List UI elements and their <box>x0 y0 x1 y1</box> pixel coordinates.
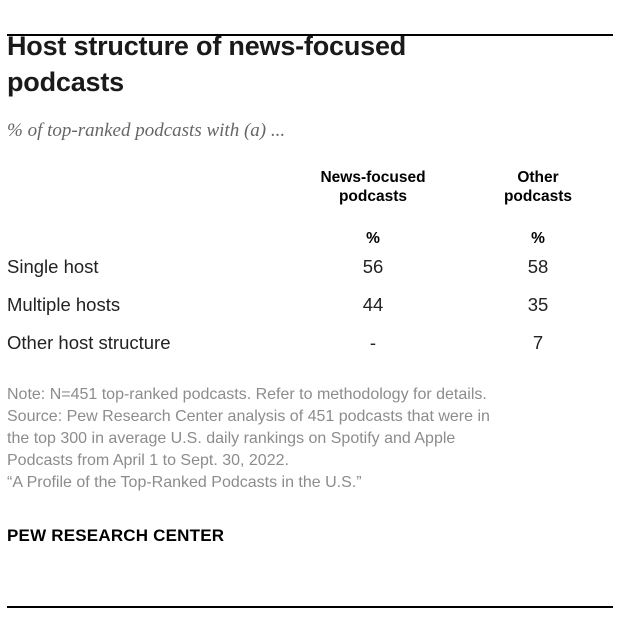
table-row: Multiple hosts 44 35 <box>7 286 613 324</box>
cell-value: 7 <box>532 332 544 353</box>
chart-subtitle: % of top-ranked podcasts with (a) ... <box>7 120 286 141</box>
note-text: Note: N=451 top-ranked podcasts. Refer t… <box>7 386 487 403</box>
source-text: the top 300 in average U.S. daily rankin… <box>7 430 456 447</box>
source-text: Source: Pew Research Center analysis of … <box>7 408 490 425</box>
cell-value: 58 <box>527 256 549 277</box>
table-row: Single host 56 58 <box>7 248 613 286</box>
column-header-label: Other podcasts <box>503 169 573 205</box>
unit-row: % % <box>7 230 613 248</box>
column-header-news-focused: News-focused podcasts <box>283 168 463 206</box>
chart-title: Host structure of news-focused podcasts <box>7 31 407 97</box>
cell-value: 44 <box>362 294 384 315</box>
column-header-other: Other podcasts <box>463 168 613 206</box>
footer-brand: PEW RESEARCH CENTER <box>7 526 225 545</box>
row-label: Single host <box>7 256 99 277</box>
percent-symbol: % <box>366 230 380 247</box>
chart-figure: Host structure of news-focused podcasts … <box>0 28 620 620</box>
cell-value: 35 <box>527 294 549 315</box>
row-label: Other host structure <box>7 332 171 353</box>
table-row: Other host structure - 7 <box>7 324 613 362</box>
percent-symbol: % <box>531 230 545 247</box>
bottom-rule <box>7 606 613 608</box>
cell-value: 56 <box>362 256 384 277</box>
top-rule <box>7 34 613 36</box>
source-text: Podcasts from April 1 to Sept. 30, 2022. <box>7 452 289 469</box>
column-header-label: News-focused podcasts <box>320 169 426 205</box>
report-title-text: “A Profile of the Top-Ranked Podcasts in… <box>7 474 362 491</box>
row-label: Multiple hosts <box>7 294 121 315</box>
table-header-row: News-focused podcasts Other podcasts <box>7 168 613 206</box>
cell-value: - <box>369 332 377 353</box>
note-block: Note: N=451 top-ranked podcasts. Refer t… <box>7 384 613 494</box>
